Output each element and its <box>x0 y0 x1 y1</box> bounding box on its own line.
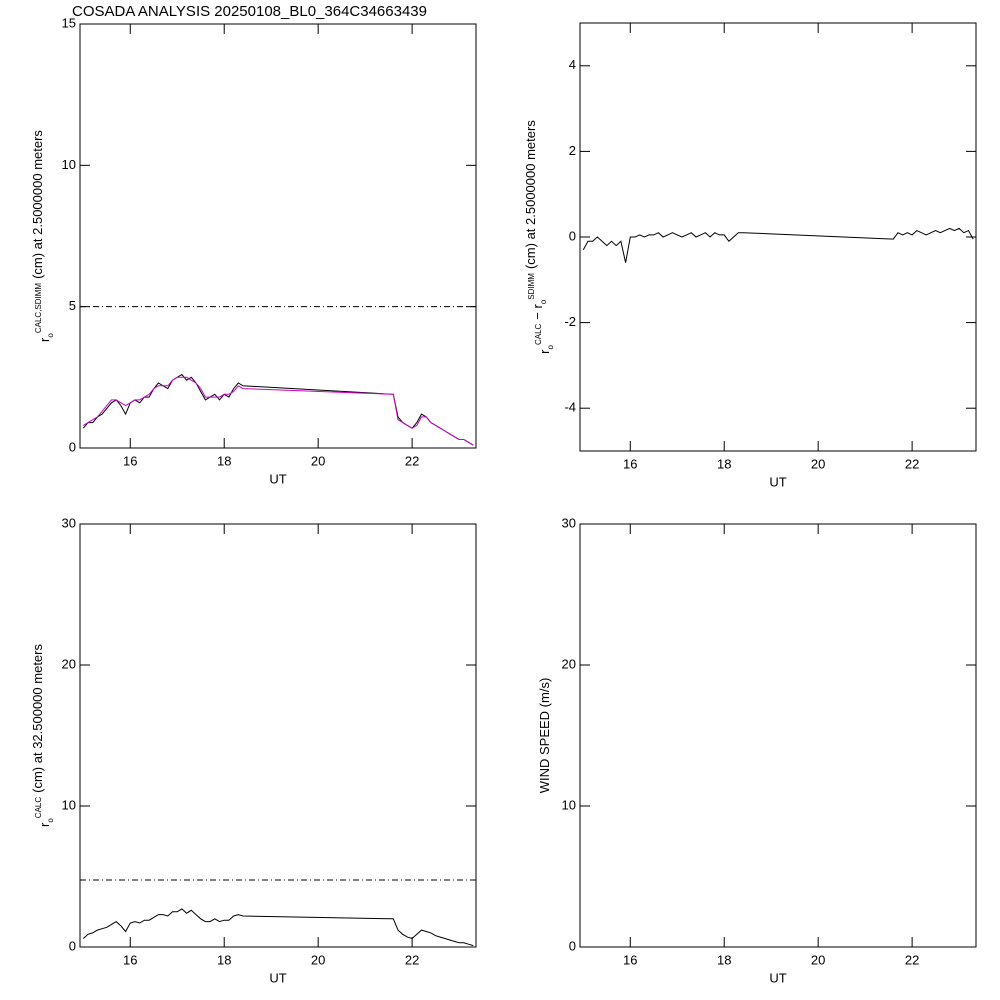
y-tick-label: 10 <box>62 797 76 812</box>
label-subscript: o <box>539 299 548 304</box>
x-tick-label: 16 <box>623 952 637 967</box>
x-axis-label: UT <box>769 970 786 985</box>
label-superscript: CALC <box>534 323 543 345</box>
y-tick-label: 0 <box>569 228 576 243</box>
data-line <box>82 908 474 947</box>
y-axis-label: roCALC,SDIMM (cm) at 2.5000000 meters <box>30 130 55 342</box>
x-tick-label: 22 <box>905 952 919 967</box>
label-subscript: o <box>46 333 55 338</box>
x-tick-label: 16 <box>623 456 637 471</box>
x-tick-label: 18 <box>717 456 731 471</box>
label-text: r <box>37 822 52 827</box>
label-text: r <box>37 337 52 342</box>
y-tick-label: 0 <box>69 938 76 953</box>
y-tick-label: 30 <box>562 515 576 530</box>
x-tick-label: 20 <box>311 952 325 967</box>
x-tick-label: 22 <box>405 453 419 468</box>
x-tick-label: 18 <box>217 453 231 468</box>
label-text: r <box>537 349 552 354</box>
y-tick-label: 20 <box>562 656 576 671</box>
label-superscript: CALC,SDIMM <box>34 283 43 334</box>
plot-frame <box>79 23 477 449</box>
y-axis-label: roCALC− roSDIMM(cm) at 2.5000000 meters <box>523 120 555 354</box>
y-tick-label: 2 <box>569 143 576 158</box>
label-text: WIND SPEED (m/s) <box>537 678 552 794</box>
y-tick-label: 10 <box>62 157 76 172</box>
plot-frame <box>579 523 977 948</box>
x-axis-label: UT <box>769 474 786 489</box>
x-tick-label: 22 <box>905 456 919 471</box>
x-tick-label: 18 <box>217 952 231 967</box>
figure-title: COSADA ANALYSIS 20250108_BL0_364C3466343… <box>72 3 427 20</box>
data-line <box>582 227 974 263</box>
label-text: (cm) at 2.5000000 meters <box>30 130 45 279</box>
y-tick-label: 0 <box>569 938 576 953</box>
y-tick-label: 0 <box>69 439 76 454</box>
plot-frame <box>79 523 477 948</box>
x-axis-label: UT <box>269 970 286 985</box>
y-tick-label: -2 <box>564 314 576 329</box>
label-superscript: CALC <box>34 797 43 819</box>
x-tick-label: 16 <box>123 952 137 967</box>
x-tick-label: 20 <box>811 952 825 967</box>
y-tick-label: 20 <box>62 656 76 671</box>
y-tick-label: 10 <box>562 797 576 812</box>
label-text: (cm) at 32.500000 meters <box>30 644 45 793</box>
x-tick-label: 16 <box>123 453 137 468</box>
label-subscript: o <box>46 818 55 823</box>
y-axis-label: roCALC (cm) at 32.500000 meters <box>30 644 55 827</box>
y-tick-label: 30 <box>62 515 76 530</box>
label-text: (cm) at 2.5000000 meters <box>523 120 538 269</box>
y-tick-label: 15 <box>62 15 76 30</box>
y-tick-label: -4 <box>564 400 576 415</box>
data-line <box>82 373 474 446</box>
label-subscript: o <box>546 344 555 349</box>
x-tick-label: 22 <box>405 952 419 967</box>
data-line <box>83 376 474 446</box>
x-tick-label: 20 <box>311 453 325 468</box>
label-text: − r <box>530 303 545 319</box>
label-superscript: SDIMM <box>527 273 536 300</box>
x-axis-label: UT <box>269 471 286 486</box>
y-tick-label: 4 <box>569 57 576 72</box>
y-tick-label: 5 <box>69 298 76 313</box>
plot-frame <box>579 22 977 452</box>
x-tick-label: 18 <box>717 952 731 967</box>
y-axis-label: WIND SPEED (m/s) <box>537 678 552 794</box>
x-tick-label: 20 <box>811 456 825 471</box>
